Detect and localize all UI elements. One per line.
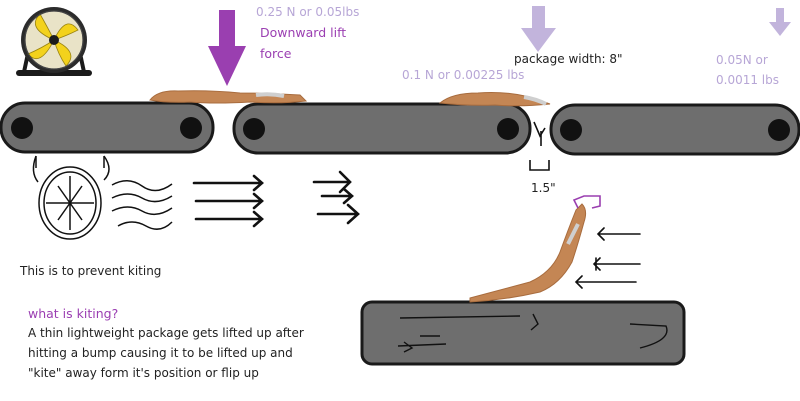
roller-right-a xyxy=(560,119,582,141)
kiting-definition-line2: hitting a bump causing it to be lifted u… xyxy=(28,346,293,360)
force-arrow-small xyxy=(769,8,791,36)
gap-label: 1.5" xyxy=(531,181,556,195)
conveyor-belt-left xyxy=(0,101,215,154)
force-label-small-line1: 0.05N or xyxy=(716,53,768,67)
package-highlight-1 xyxy=(255,92,285,98)
kiting-definition-line3: "kite" away form it's position or flip u… xyxy=(28,366,259,380)
incoming-air-arrows xyxy=(574,227,641,289)
gap-dimension-marker xyxy=(529,121,550,171)
force-arrow-large xyxy=(208,10,246,86)
package-highlight-2 xyxy=(523,95,547,106)
kiting-flip-arrow xyxy=(572,195,601,209)
roller-middle-a xyxy=(243,118,265,140)
prevent-kiting-label: This is to prevent kiting xyxy=(20,264,162,278)
package-width-label: package width: 8" xyxy=(514,52,623,66)
kiting-definition-line1: A thin lightweight package gets lifted u… xyxy=(28,326,304,340)
what-is-kiting-heading: what is kiting? xyxy=(28,306,119,321)
downward-lift-label-line2: force xyxy=(260,46,292,61)
airflow-arrows xyxy=(192,170,360,228)
floor-fan-icon xyxy=(16,7,92,76)
kiting-package-highlight xyxy=(566,223,580,245)
force-arrow-medium xyxy=(521,6,556,52)
force-label-small-line2: 0.0011 lbs xyxy=(716,73,780,87)
conveyor-belt-right xyxy=(549,103,800,156)
kiting-package xyxy=(469,203,587,303)
roller-left-a xyxy=(11,117,33,139)
conveyor-belt-lower xyxy=(360,300,686,366)
fan-sketch-icon xyxy=(32,155,110,240)
airflow-lines xyxy=(111,180,173,230)
roller-right-b xyxy=(768,119,790,141)
downward-lift-label-line1: Downward lift xyxy=(260,25,347,40)
roller-left-b xyxy=(180,117,202,139)
force-label-mid: 0.1 N or 0.00225 lbs xyxy=(402,68,525,82)
roller-middle-b xyxy=(497,118,519,140)
force-label-large: 0.25 N or 0.05lbs xyxy=(256,5,360,19)
conveyor-belt-middle xyxy=(232,102,532,155)
